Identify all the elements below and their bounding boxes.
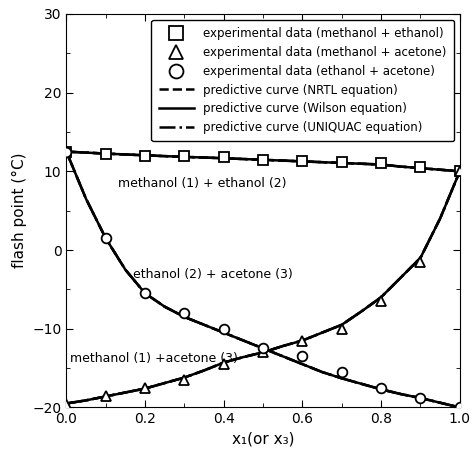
Text: methanol (1) +acetone (3): methanol (1) +acetone (3) bbox=[70, 352, 238, 365]
Y-axis label: flash point (°C): flash point (°C) bbox=[12, 153, 27, 269]
Legend: experimental data (methanol + ethanol), experimental data (methanol + acetone), : experimental data (methanol + ethanol), … bbox=[152, 20, 454, 142]
Text: ethanol (2) + acetone (3): ethanol (2) + acetone (3) bbox=[133, 268, 293, 281]
X-axis label: x₁(or x₃): x₁(or x₃) bbox=[232, 432, 294, 447]
Text: methanol (1) + ethanol (2): methanol (1) + ethanol (2) bbox=[118, 177, 286, 190]
